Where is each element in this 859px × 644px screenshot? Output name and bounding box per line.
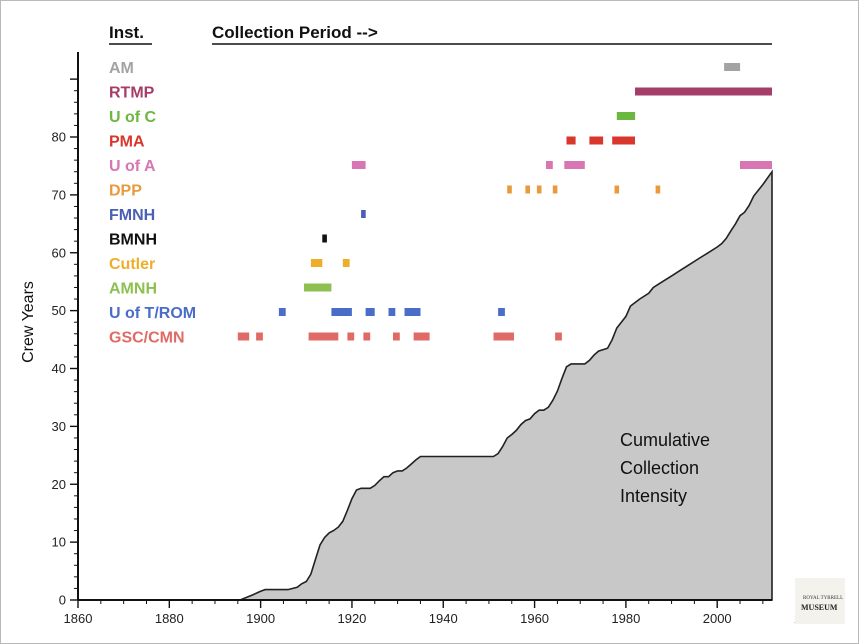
collection-period-bar xyxy=(310,259,323,267)
collection-period-bar xyxy=(331,308,352,316)
y-tick-label: 70 xyxy=(52,187,66,202)
x-tick-label: 1980 xyxy=(611,611,640,626)
annotation-line-2: Collection xyxy=(620,458,699,478)
collection-period-bar xyxy=(612,136,635,145)
logo-line-2: MUSEUM xyxy=(801,603,838,612)
inst-header: Inst. xyxy=(109,23,144,42)
collection-period-bar xyxy=(555,332,562,341)
collection-period-bar xyxy=(256,332,263,341)
institution-label: FMNH xyxy=(109,207,155,224)
institution-label: U of C xyxy=(109,109,157,126)
collection-period-bar xyxy=(536,185,542,194)
collection-period-bar xyxy=(566,136,576,145)
collection-period-bar xyxy=(363,332,371,341)
institution-label: GSC/CMN xyxy=(109,330,185,347)
collection-period-bar xyxy=(322,234,327,243)
institution-label: U of T/ROM xyxy=(109,305,196,322)
collection-period-bar xyxy=(525,185,530,194)
logo-line-1: ROYAL TYRRELL xyxy=(803,596,844,601)
y-tick-label: 40 xyxy=(52,361,66,376)
collection-period-bar xyxy=(404,308,421,316)
collection-period-header: Collection Period --> xyxy=(212,23,378,42)
collection-period-bar xyxy=(308,332,339,341)
x-tick-label: 1860 xyxy=(64,611,93,626)
collection-period-bar xyxy=(493,332,514,341)
y-tick-label: 80 xyxy=(52,130,66,145)
institution-label: Cutler xyxy=(109,256,155,273)
institution-label: RTMP xyxy=(109,85,155,102)
collection-period-bar xyxy=(361,210,366,218)
collection-period-bar xyxy=(655,185,661,194)
institution-label: U of A xyxy=(109,158,156,175)
x-tick-label: 1920 xyxy=(337,611,366,626)
collection-period-bar xyxy=(546,161,553,169)
collection-period-bar xyxy=(740,161,772,169)
annotation-line-1: Cumulative xyxy=(620,430,710,450)
collection-period-bar xyxy=(552,185,558,194)
y-tick-label: 50 xyxy=(52,303,66,318)
y-tick-label: 0 xyxy=(59,593,66,608)
y-tick-label: 20 xyxy=(52,477,66,492)
y-axis-label: Crew Years xyxy=(20,281,37,363)
collection-period-bar xyxy=(724,63,741,71)
collection-period-bar xyxy=(589,136,604,145)
collection-period-bar xyxy=(351,161,366,169)
institution-label: PMA xyxy=(109,134,145,151)
collection-period-bar xyxy=(388,308,396,316)
collection-period-bar xyxy=(304,283,332,292)
cumulative-area xyxy=(239,169,773,601)
collection-period-bar xyxy=(278,308,286,316)
x-tick-label: 1940 xyxy=(429,611,458,626)
collection-period-bar xyxy=(614,185,620,194)
institution-label: AM xyxy=(109,60,134,77)
y-tick-label: 60 xyxy=(52,245,66,260)
y-tick-label: 10 xyxy=(52,535,66,550)
institution-label: DPP xyxy=(109,183,142,200)
collection-period-bar xyxy=(616,112,636,120)
collection-period-bar xyxy=(564,161,585,169)
collection-period-bar xyxy=(365,308,375,316)
collection-period-bar xyxy=(413,332,430,341)
collection-period-bar xyxy=(342,259,350,267)
institution-label: AMNH xyxy=(109,281,157,298)
museum-logo: ROYAL TYRRELL MUSEUM xyxy=(795,578,845,624)
x-tick-label: 2000 xyxy=(703,611,732,626)
collection-period-bar xyxy=(498,308,505,316)
y-tick-label: 30 xyxy=(52,419,66,434)
collection-period-bar xyxy=(635,87,772,96)
collection-period-bar xyxy=(393,332,400,341)
x-tick-label: 1960 xyxy=(520,611,549,626)
annotation-line-3: Intensity xyxy=(620,486,687,506)
collection-period-bar xyxy=(347,332,355,341)
institution-label: BMNH xyxy=(109,232,157,249)
x-tick-label: 1900 xyxy=(246,611,275,626)
x-tick-label: 1880 xyxy=(155,611,184,626)
collection-period-bar xyxy=(237,332,250,341)
collection-period-bar xyxy=(507,185,512,194)
